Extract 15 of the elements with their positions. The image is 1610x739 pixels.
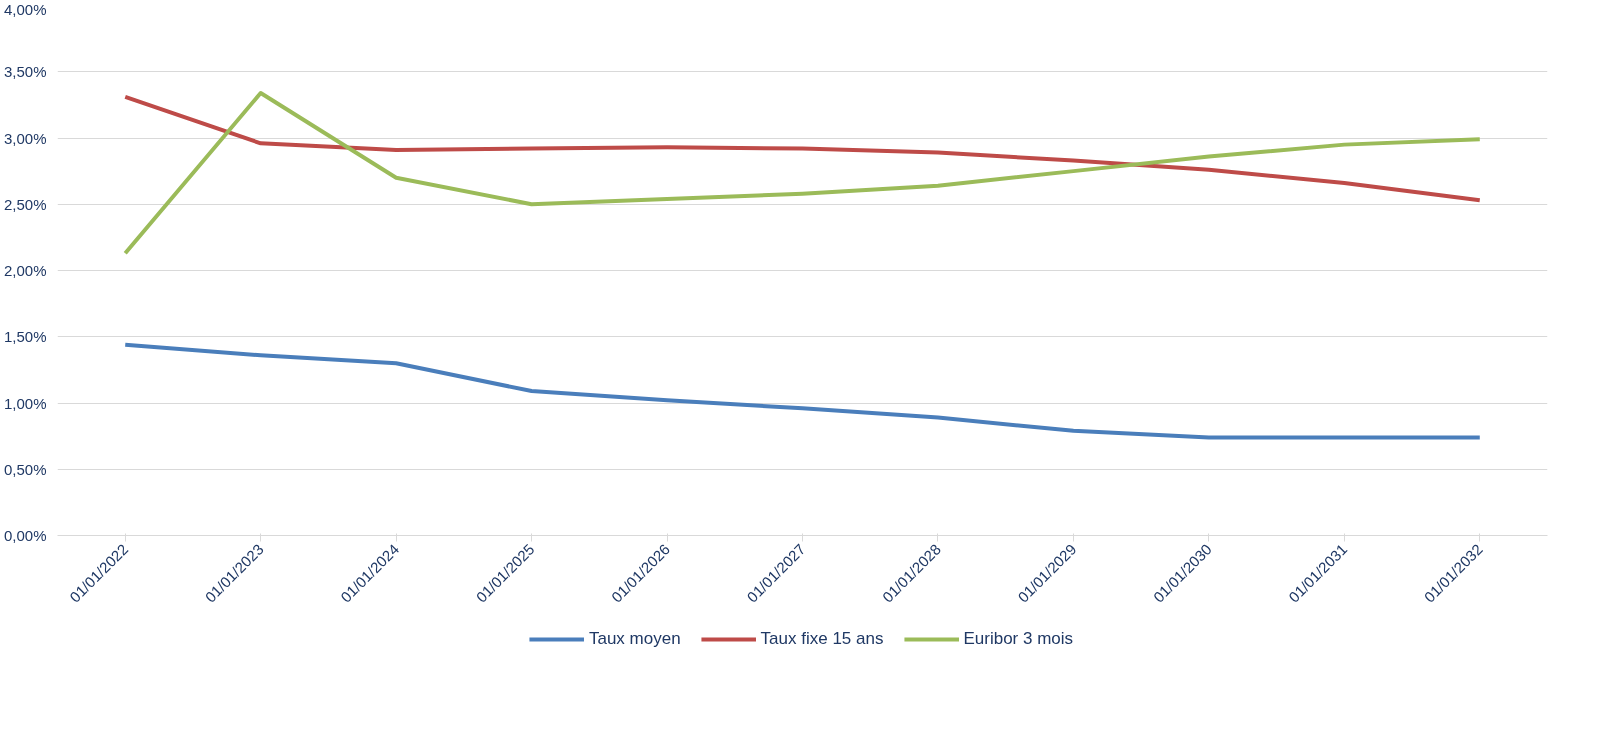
y-tick-label: 2,50% [3,195,47,213]
y-tick-label: 3,00% [3,129,47,147]
y-tick-label: 1,50% [3,328,47,346]
legend-label: Euribor 3 mois [963,629,1074,649]
y-tick-label: 1,00% [3,394,47,412]
line-series [123,94,1482,203]
y-tick-label: 4,00% [3,0,47,18]
line-series [123,90,1482,256]
legend-label: Taux fixe 15 ans [760,629,884,649]
legend-label: Taux moyen [588,629,681,649]
y-tick-label: 0,50% [3,460,47,478]
y-tick-label: 3,50% [3,63,47,81]
line-series [123,342,1482,440]
y-tick-label: 2,00% [3,262,47,279]
y-tick-label: 0,00% [3,527,47,544]
